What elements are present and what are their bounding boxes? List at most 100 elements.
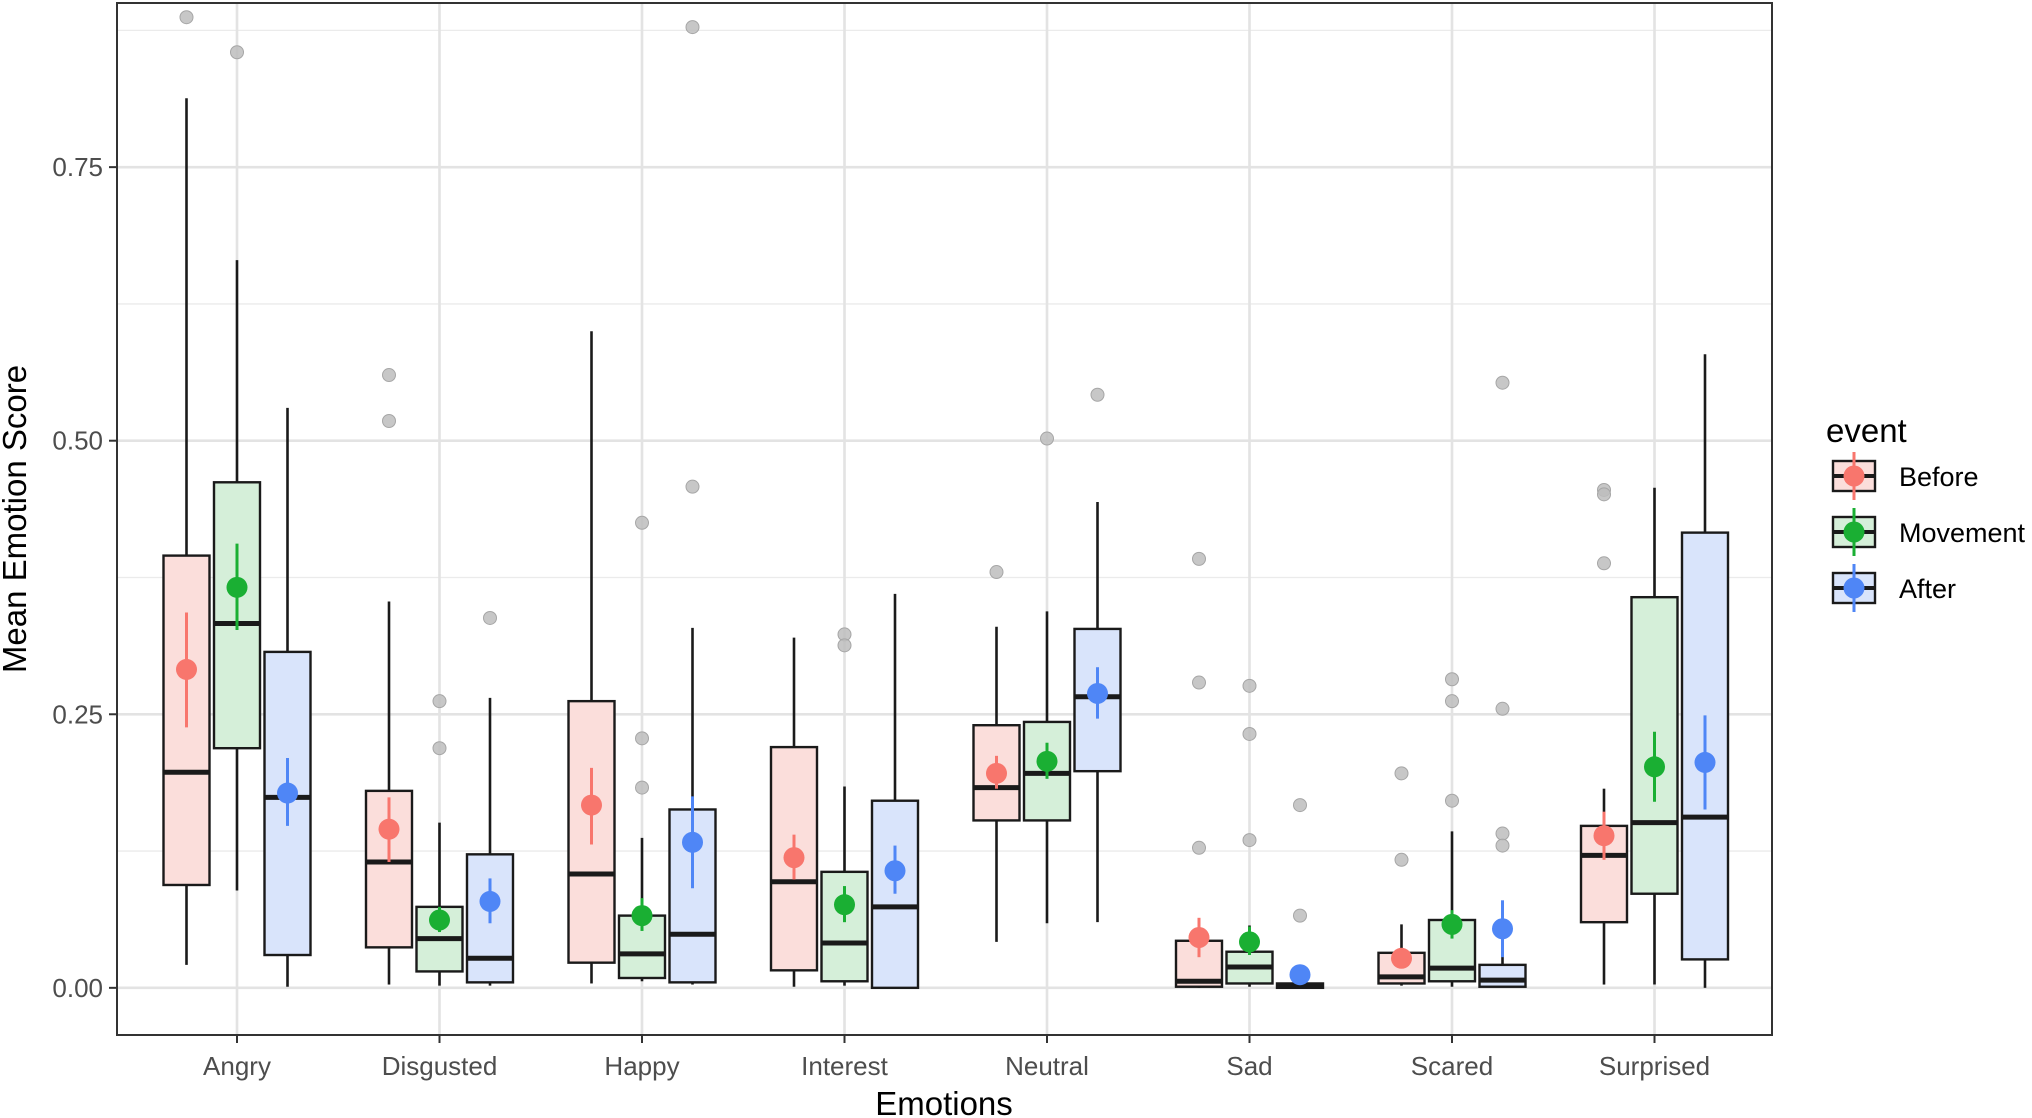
- outlier-point: [1192, 675, 1206, 690]
- outlier-point: [1495, 826, 1510, 841]
- legend-point: [1843, 577, 1865, 599]
- outlier-point: [230, 45, 244, 60]
- mean-point: [581, 794, 602, 816]
- box-groups: [162, 10, 1730, 990]
- legend-point: [1843, 521, 1865, 543]
- box-after-sad: [1275, 798, 1325, 990]
- outlier-point: [1597, 556, 1611, 571]
- box-before-disgusted: [364, 368, 414, 985]
- outlier-point: [635, 731, 649, 746]
- mean-point: [277, 782, 298, 804]
- mean-point: [631, 905, 653, 927]
- box-before-surprised: [1579, 482, 1629, 985]
- box-before-interest: [769, 637, 819, 987]
- y-tick-label: 0.50: [52, 426, 103, 456]
- mean-point: [1441, 913, 1463, 935]
- mean-point: [1188, 927, 1210, 949]
- mean-point: [226, 576, 248, 598]
- x-axis-title: Emotions: [875, 1085, 1013, 1118]
- outlier-point: [382, 414, 396, 429]
- outlier-point: [837, 638, 852, 653]
- box-after-neutral: [1073, 387, 1122, 923]
- outlier-point: [1242, 726, 1257, 741]
- outlier-point: [1445, 793, 1459, 808]
- mean-point: [834, 894, 855, 916]
- mean-point: [479, 890, 501, 912]
- outlier-point: [1192, 840, 1206, 855]
- outlier-point: [989, 565, 1004, 580]
- box-movement-happy: [617, 515, 667, 982]
- legend-key-movement: Movement: [1831, 508, 2026, 556]
- plot-border: [116, 2, 1773, 1036]
- box-body: [162, 554, 211, 887]
- outlier-point: [1192, 551, 1206, 566]
- y-tick-label: 0.25: [52, 699, 103, 729]
- mean-point: [1391, 947, 1412, 969]
- box-after-disgusted: [465, 610, 515, 986]
- outlier-point: [483, 610, 497, 625]
- mean-point: [884, 860, 906, 882]
- x-tick-label-surprised: Surprised: [1599, 1051, 1710, 1081]
- outlier-point: [685, 479, 700, 494]
- box-movement-neutral: [1022, 431, 1072, 924]
- mean-point: [682, 831, 703, 853]
- outlier-point: [1445, 694, 1459, 709]
- x-tick-label-neutral: Neutral: [1005, 1051, 1089, 1081]
- legend-label: Before: [1899, 462, 1979, 492]
- x-tick-label-happy: Happy: [604, 1051, 679, 1081]
- mean-point: [1694, 751, 1716, 773]
- outlier-point: [179, 10, 194, 25]
- mean-point: [986, 762, 1007, 784]
- box-movement-sad: [1225, 678, 1274, 987]
- legend-title: event: [1826, 412, 1907, 449]
- mean-point: [378, 818, 400, 840]
- mean-point: [1644, 756, 1665, 778]
- outlier-point: [1495, 375, 1510, 390]
- legend-label: After: [1899, 574, 1956, 604]
- outlier-point: [1040, 431, 1054, 446]
- legend: event Before Movement After: [1826, 412, 2026, 612]
- box-after-surprised: [1680, 354, 1730, 988]
- legend-label: Movement: [1899, 518, 2026, 548]
- x-tick-label-sad: Sad: [1226, 1051, 1272, 1081]
- x-tick-label-scared: Scared: [1411, 1051, 1493, 1081]
- legend-key-after: After: [1831, 564, 1956, 612]
- x-tick-label-angry: Angry: [203, 1051, 271, 1081]
- mean-point: [1593, 825, 1615, 847]
- outlier-point: [1394, 852, 1409, 867]
- box-before-happy: [567, 331, 616, 984]
- mean-point: [1492, 918, 1513, 940]
- box-movement-angry: [212, 45, 262, 891]
- outlier-point: [1293, 798, 1307, 813]
- box-after-interest: [870, 593, 920, 990]
- box-before-neutral: [972, 565, 1021, 942]
- legend-key-before: Before: [1831, 452, 1979, 500]
- mean-point: [1239, 931, 1260, 953]
- x-tick-label-disgusted: Disgusted: [382, 1051, 498, 1081]
- x-tick-label-interest: Interest: [801, 1051, 888, 1081]
- box-before-sad: [1174, 551, 1224, 988]
- outlier-point: [685, 20, 700, 35]
- outlier-point: [382, 368, 396, 383]
- box-body: [870, 799, 920, 990]
- box-after-scared: [1478, 375, 1527, 988]
- mean-point: [1036, 750, 1058, 772]
- box-movement-scared: [1427, 672, 1477, 987]
- box-body: [1680, 531, 1730, 961]
- outlier-point: [432, 741, 447, 756]
- box-body: [1478, 963, 1527, 988]
- outlier-point: [1090, 387, 1105, 402]
- x-axis: Angry Disgusted Happy Interest Neutral Sad Sca…: [203, 1035, 1710, 1081]
- box-before-angry: [162, 10, 211, 965]
- outlier-point: [1242, 678, 1257, 693]
- outlier-point: [1242, 833, 1257, 848]
- y-tick-label: 0.75: [52, 152, 103, 182]
- outlier-point: [1597, 487, 1611, 502]
- box-movement-disgusted: [415, 694, 464, 986]
- mean-point: [1087, 682, 1108, 704]
- outlier-point: [1394, 766, 1409, 781]
- box-after-happy: [668, 20, 717, 985]
- outlier-point: [635, 780, 649, 795]
- mean-point: [429, 909, 450, 931]
